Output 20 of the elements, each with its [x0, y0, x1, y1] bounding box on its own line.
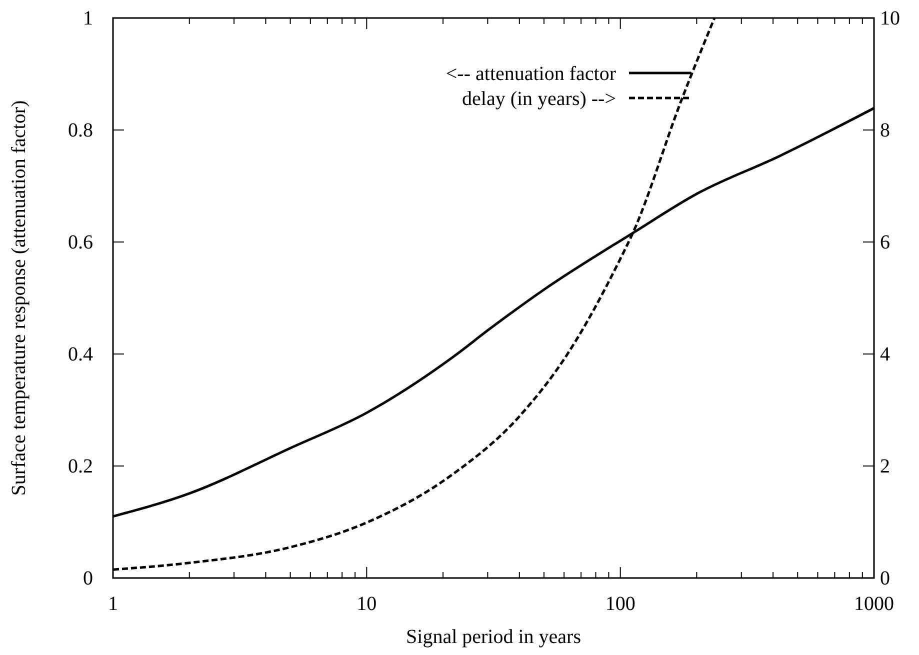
x-tick-label: 1: [108, 593, 118, 616]
y2-tick-label: 4: [880, 343, 890, 366]
x-tick-label: 10: [356, 593, 377, 616]
legend-label: <-- attenuation factor: [446, 63, 616, 85]
y2-tick-label: 2: [880, 455, 890, 478]
x-tick-label: 1000: [854, 593, 894, 616]
y2-tick-label: 0: [880, 567, 890, 590]
y-tick-label: 1: [83, 7, 93, 30]
y-axis-title: Surface temperature response (attenuation factor): [8, 100, 30, 496]
y2-tick-label: 8: [880, 119, 890, 142]
y-tick-label: 0.8: [68, 119, 93, 142]
x-axis-title: Signal period in years: [406, 626, 582, 648]
y-tick-label: 0.4: [68, 343, 93, 366]
x-tick-label: 100: [605, 593, 636, 616]
legend-label: delay (in years) -->: [462, 88, 616, 110]
y-tick-label: 0: [83, 567, 93, 590]
y2-tick-label: 10: [880, 7, 900, 30]
y2-tick-label: 6: [880, 231, 890, 254]
y-tick-label: 0.6: [68, 231, 93, 254]
y-tick-label: 0.2: [68, 455, 93, 478]
